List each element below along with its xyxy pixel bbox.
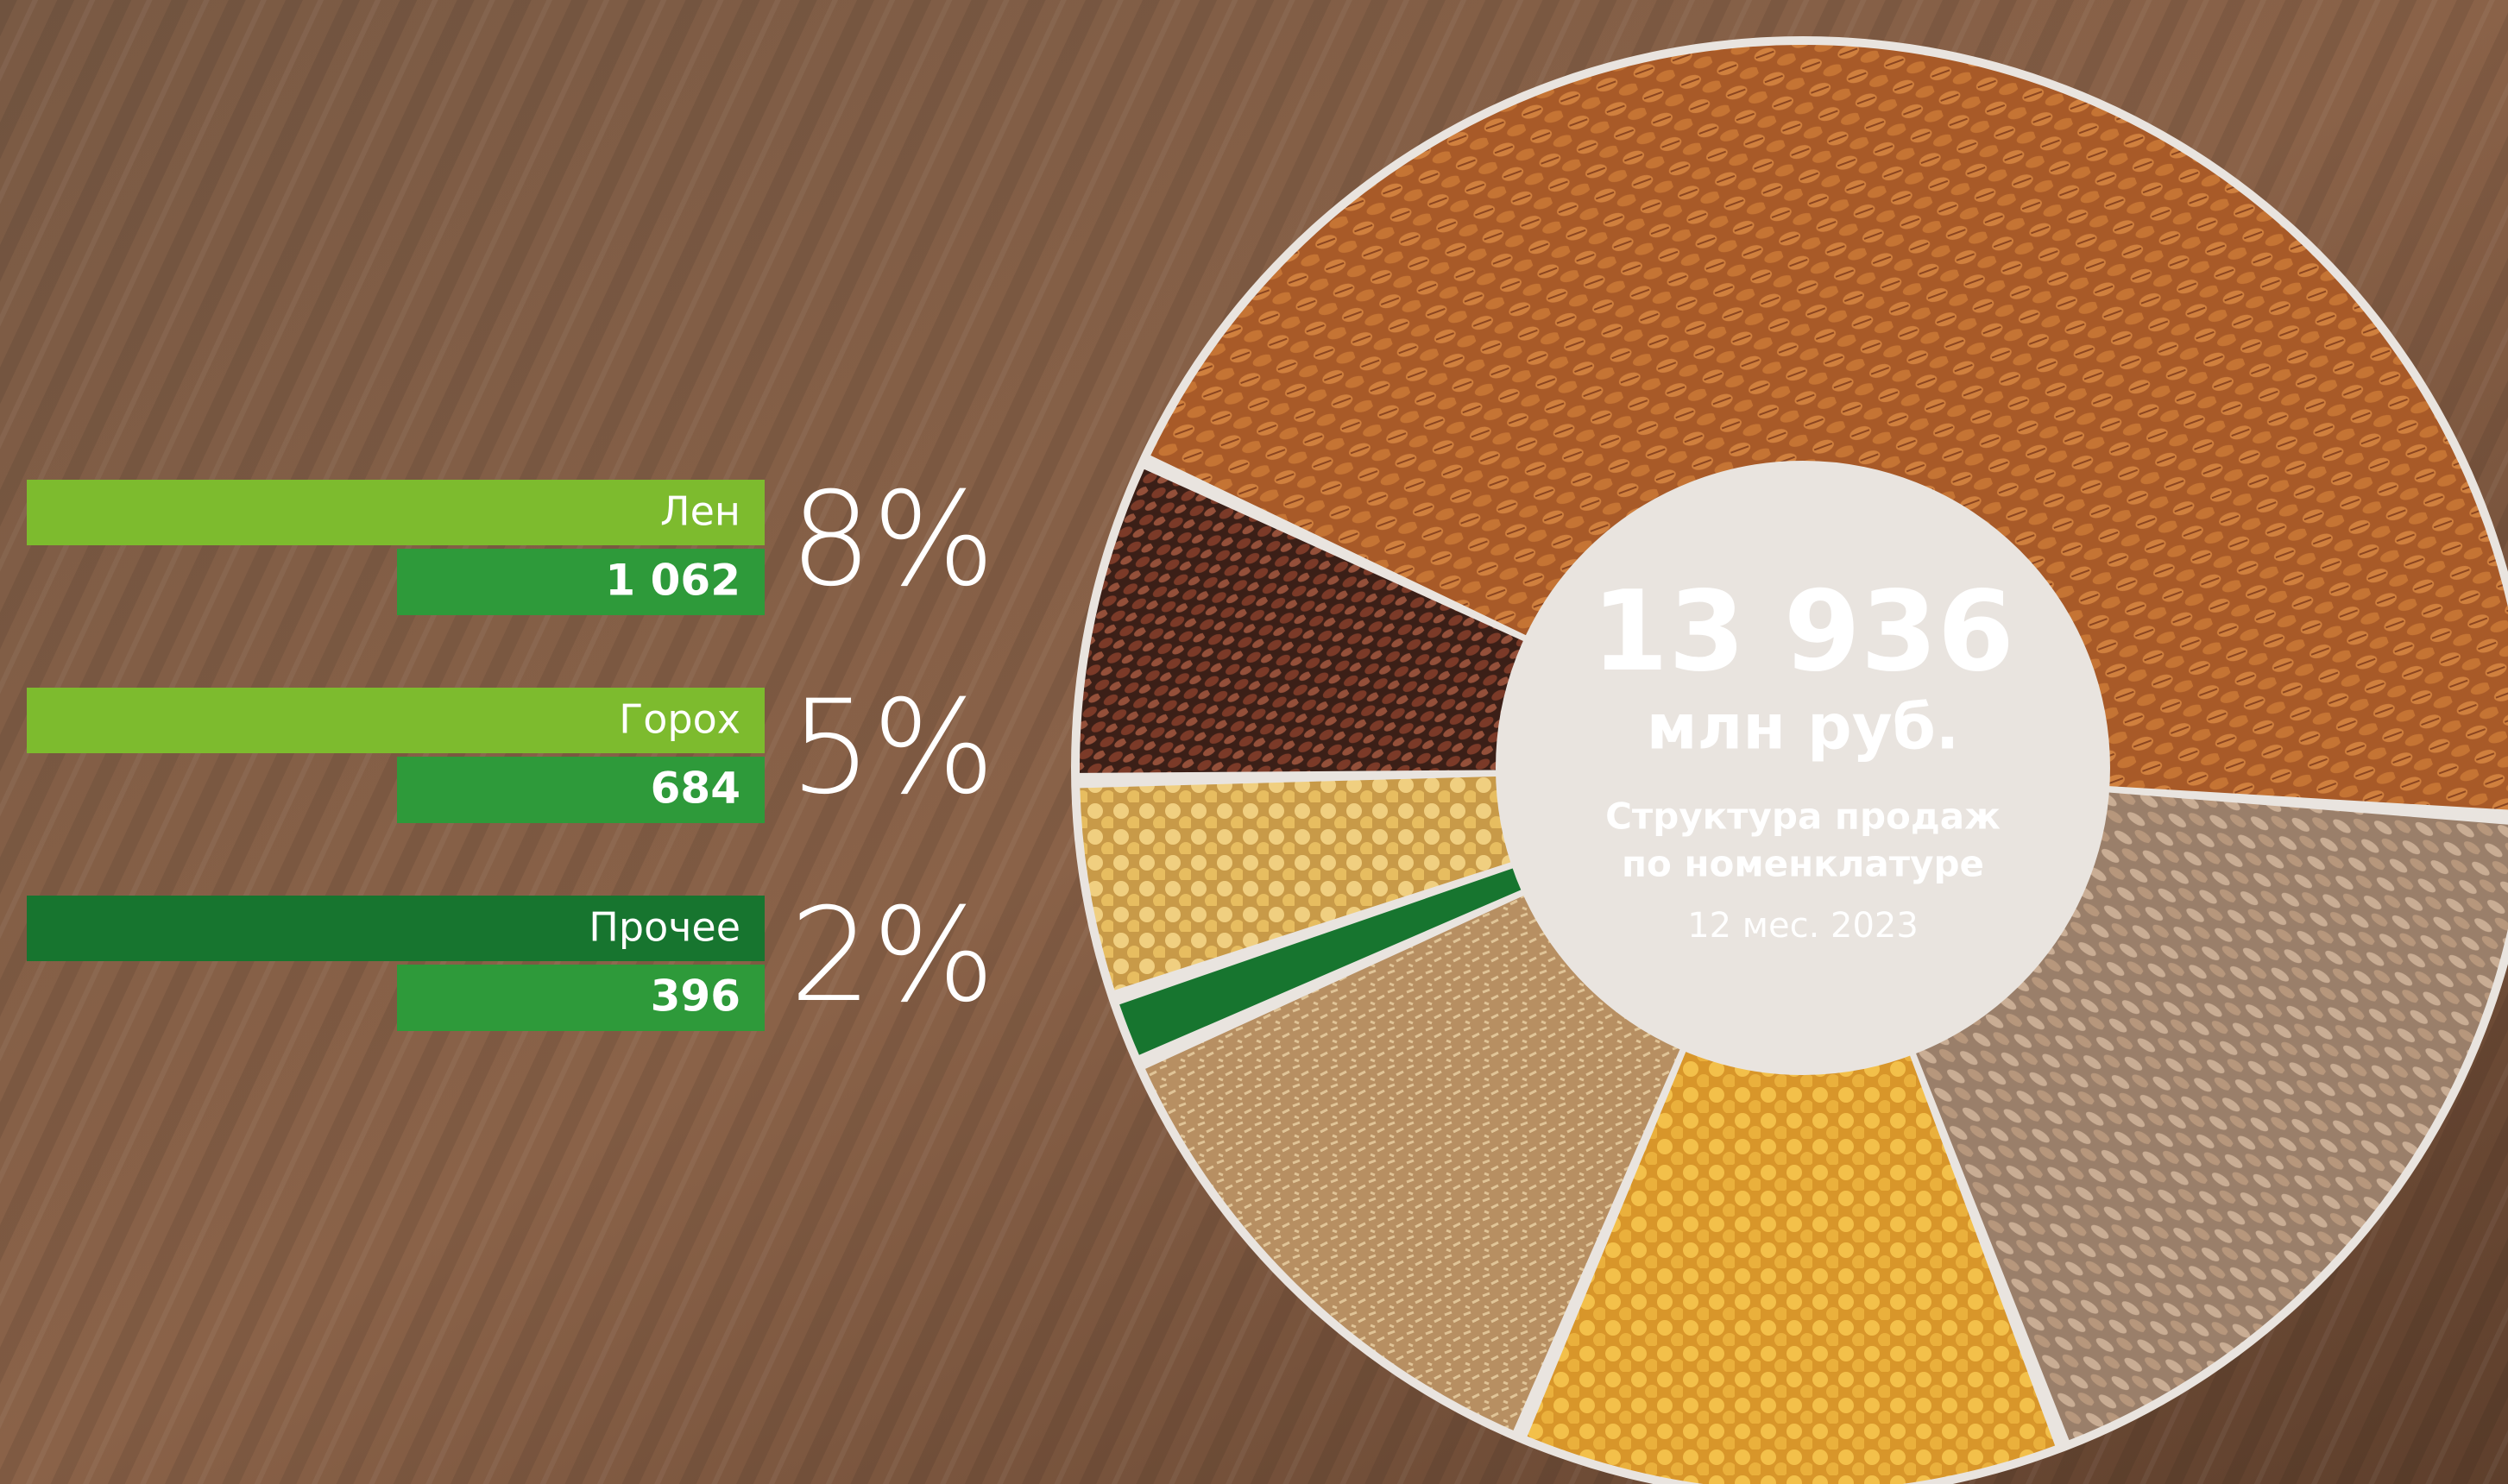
- legend-percent: 8%: [790, 465, 995, 615]
- infographic: Лен 1 062 8% Горох 684 5% Прочее 396 2% …: [0, 0, 2508, 1484]
- legend-percent: 5%: [790, 673, 995, 823]
- legend-label: Прочее: [589, 904, 740, 951]
- legend-value: 1 062: [605, 556, 740, 606]
- period: 12 мес. 2023: [1687, 906, 1919, 946]
- legend-value: 396: [651, 972, 740, 1022]
- page: Лен 1 062 8% Горох 684 5% Прочее 396 2% …: [0, 0, 2508, 1484]
- legend-bar: [27, 480, 765, 545]
- caption: Структура продаж: [1605, 795, 2001, 838]
- legend-label: Горох: [619, 696, 740, 743]
- legend-percent: 2%: [790, 881, 995, 1031]
- legend-value: 684: [651, 764, 740, 814]
- caption: по номенклатуре: [1622, 843, 1984, 885]
- unit: млн руб.: [1647, 691, 1960, 764]
- legend-label: Лен: [660, 488, 740, 535]
- total: 13 936: [1591, 568, 2014, 696]
